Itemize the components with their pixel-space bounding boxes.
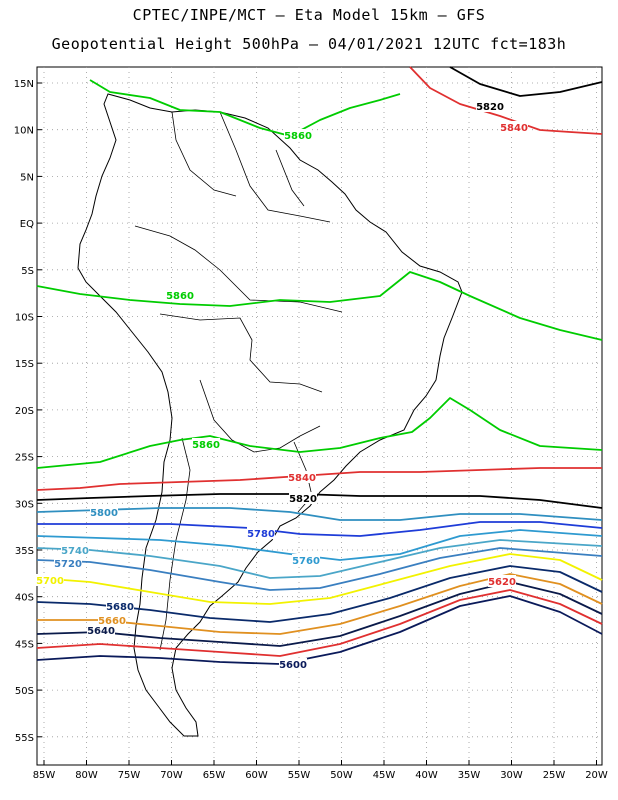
- contour-label-bg: [488, 575, 516, 587]
- lat-tick-label: 40S: [15, 593, 34, 604]
- contour-label-bg: [284, 129, 312, 141]
- contour-label-bg: [98, 614, 126, 626]
- axis-ticks: 85W 80W 75W 70W 65W 60W 55W 50W 45W 40W 35W 30W 25W 2…: [14, 79, 608, 781]
- lat-tick-label: 30S: [15, 499, 34, 510]
- lat-tick-label: 5S: [21, 266, 34, 277]
- contour-label-bg: [289, 492, 317, 504]
- chart-title-line-1: CPTEC/INPE/MCT – Eta Model 15km – GFS: [132, 6, 486, 24]
- contour-label-bg: [292, 554, 320, 566]
- lon-tick-label: 60W: [245, 770, 268, 781]
- contour-label-bg: [279, 658, 307, 670]
- contour-label-bg: [90, 506, 118, 518]
- lon-tick-label: 75W: [118, 770, 141, 781]
- lat-tick-label: 50S: [15, 686, 34, 697]
- contour-line-5700: [36, 553, 603, 605]
- contour-line-5620: [36, 589, 603, 657]
- contour-label-5860: 5860: [166, 291, 194, 302]
- country-borders: [134, 111, 343, 651]
- lat-tick-label: 15N: [14, 79, 34, 90]
- contour-label-bg: [54, 557, 82, 569]
- lon-tick-label: 55W: [288, 770, 311, 781]
- contour-label-5740: 5740: [61, 546, 89, 557]
- contour-line-5740: [36, 539, 603, 579]
- contour-label-5760: 5760: [292, 556, 320, 567]
- contour-line-5780: [37, 521, 603, 537]
- contour-label-5820: 5820: [476, 102, 504, 113]
- contour-label-5840: 5840: [288, 473, 316, 484]
- lon-tick-label: 80W: [75, 770, 98, 781]
- contour-line-5820: [449, 66, 603, 97]
- contour-label-bg: [166, 289, 194, 301]
- contour-label-5700: 5700: [36, 576, 64, 587]
- lon-tick-label: 35W: [458, 770, 481, 781]
- lat-tick-label: 10N: [14, 126, 34, 137]
- lat-tick-label: 15S: [15, 359, 34, 370]
- contour-label-5620: 5620: [488, 577, 516, 588]
- chart-title-line-2: Geopotential Height 500hPa – 04/01/2021 …: [51, 35, 567, 53]
- contour-label-bg: [288, 471, 316, 483]
- contour-label-bg: [87, 624, 115, 636]
- contour-label-5660: 5660: [98, 616, 126, 627]
- contour-line-5820: [36, 493, 603, 509]
- contour-label-bg: [36, 574, 64, 586]
- contour-label-5860: 5860: [192, 440, 220, 451]
- lon-tick-label: 85W: [33, 770, 56, 781]
- contour-line-5660: [37, 573, 603, 635]
- contour-line-5860: [89, 79, 401, 137]
- lat-tick-label: 25S: [15, 453, 34, 464]
- lat-tick-label: 35S: [15, 546, 34, 557]
- contour-label-5640: 5640: [87, 626, 115, 637]
- contour-line-5600: [36, 595, 603, 665]
- contour-label-bg: [192, 438, 220, 450]
- contour-label-5800: 5800: [90, 508, 118, 519]
- contour-label-bg: [247, 527, 275, 539]
- contour-line-5720: [36, 547, 603, 591]
- lat-tick-label: 55S: [15, 733, 34, 744]
- lon-tick-label: 30W: [500, 770, 523, 781]
- contour-line-5840: [409, 66, 603, 135]
- contour-label-5600: 5600: [279, 660, 307, 671]
- contour-label-5860: 5860: [284, 131, 312, 142]
- lon-tick-label: 45W: [373, 770, 396, 781]
- contour-label-5840: 5840: [500, 123, 528, 134]
- lat-tick-label: 45S: [15, 639, 34, 650]
- contour-label-bg: [61, 544, 89, 556]
- lat-tick-label: 20S: [15, 406, 34, 417]
- lon-tick-label: 40W: [415, 770, 438, 781]
- lat-tick-label: 5N: [20, 172, 34, 183]
- contour-label-bg: [500, 121, 528, 133]
- lon-tick-label: 50W: [330, 770, 353, 781]
- contour-line-5640: [36, 581, 603, 647]
- lon-tick-label: 20W: [585, 770, 608, 781]
- contour-line-5860: [36, 271, 603, 341]
- contour-label-5720: 5720: [54, 559, 82, 570]
- contour-label-bg: [106, 600, 134, 612]
- lon-tick-label: 65W: [203, 770, 226, 781]
- lon-tick-label: 25W: [543, 770, 566, 781]
- lat-tick-label: EQ: [20, 219, 34, 230]
- contour-label-5820: 5820: [289, 494, 317, 505]
- contour-label-5780: 5780: [247, 529, 275, 540]
- contour-label-bg: [476, 100, 504, 112]
- contour-label-5680: 5680: [106, 602, 134, 613]
- lat-tick-label: 10S: [15, 313, 34, 324]
- contour-line-5800: [36, 507, 603, 521]
- contour-line-5860: [36, 397, 603, 469]
- south-america-coastline: [77, 93, 463, 737]
- lon-tick-label: 70W: [160, 770, 183, 781]
